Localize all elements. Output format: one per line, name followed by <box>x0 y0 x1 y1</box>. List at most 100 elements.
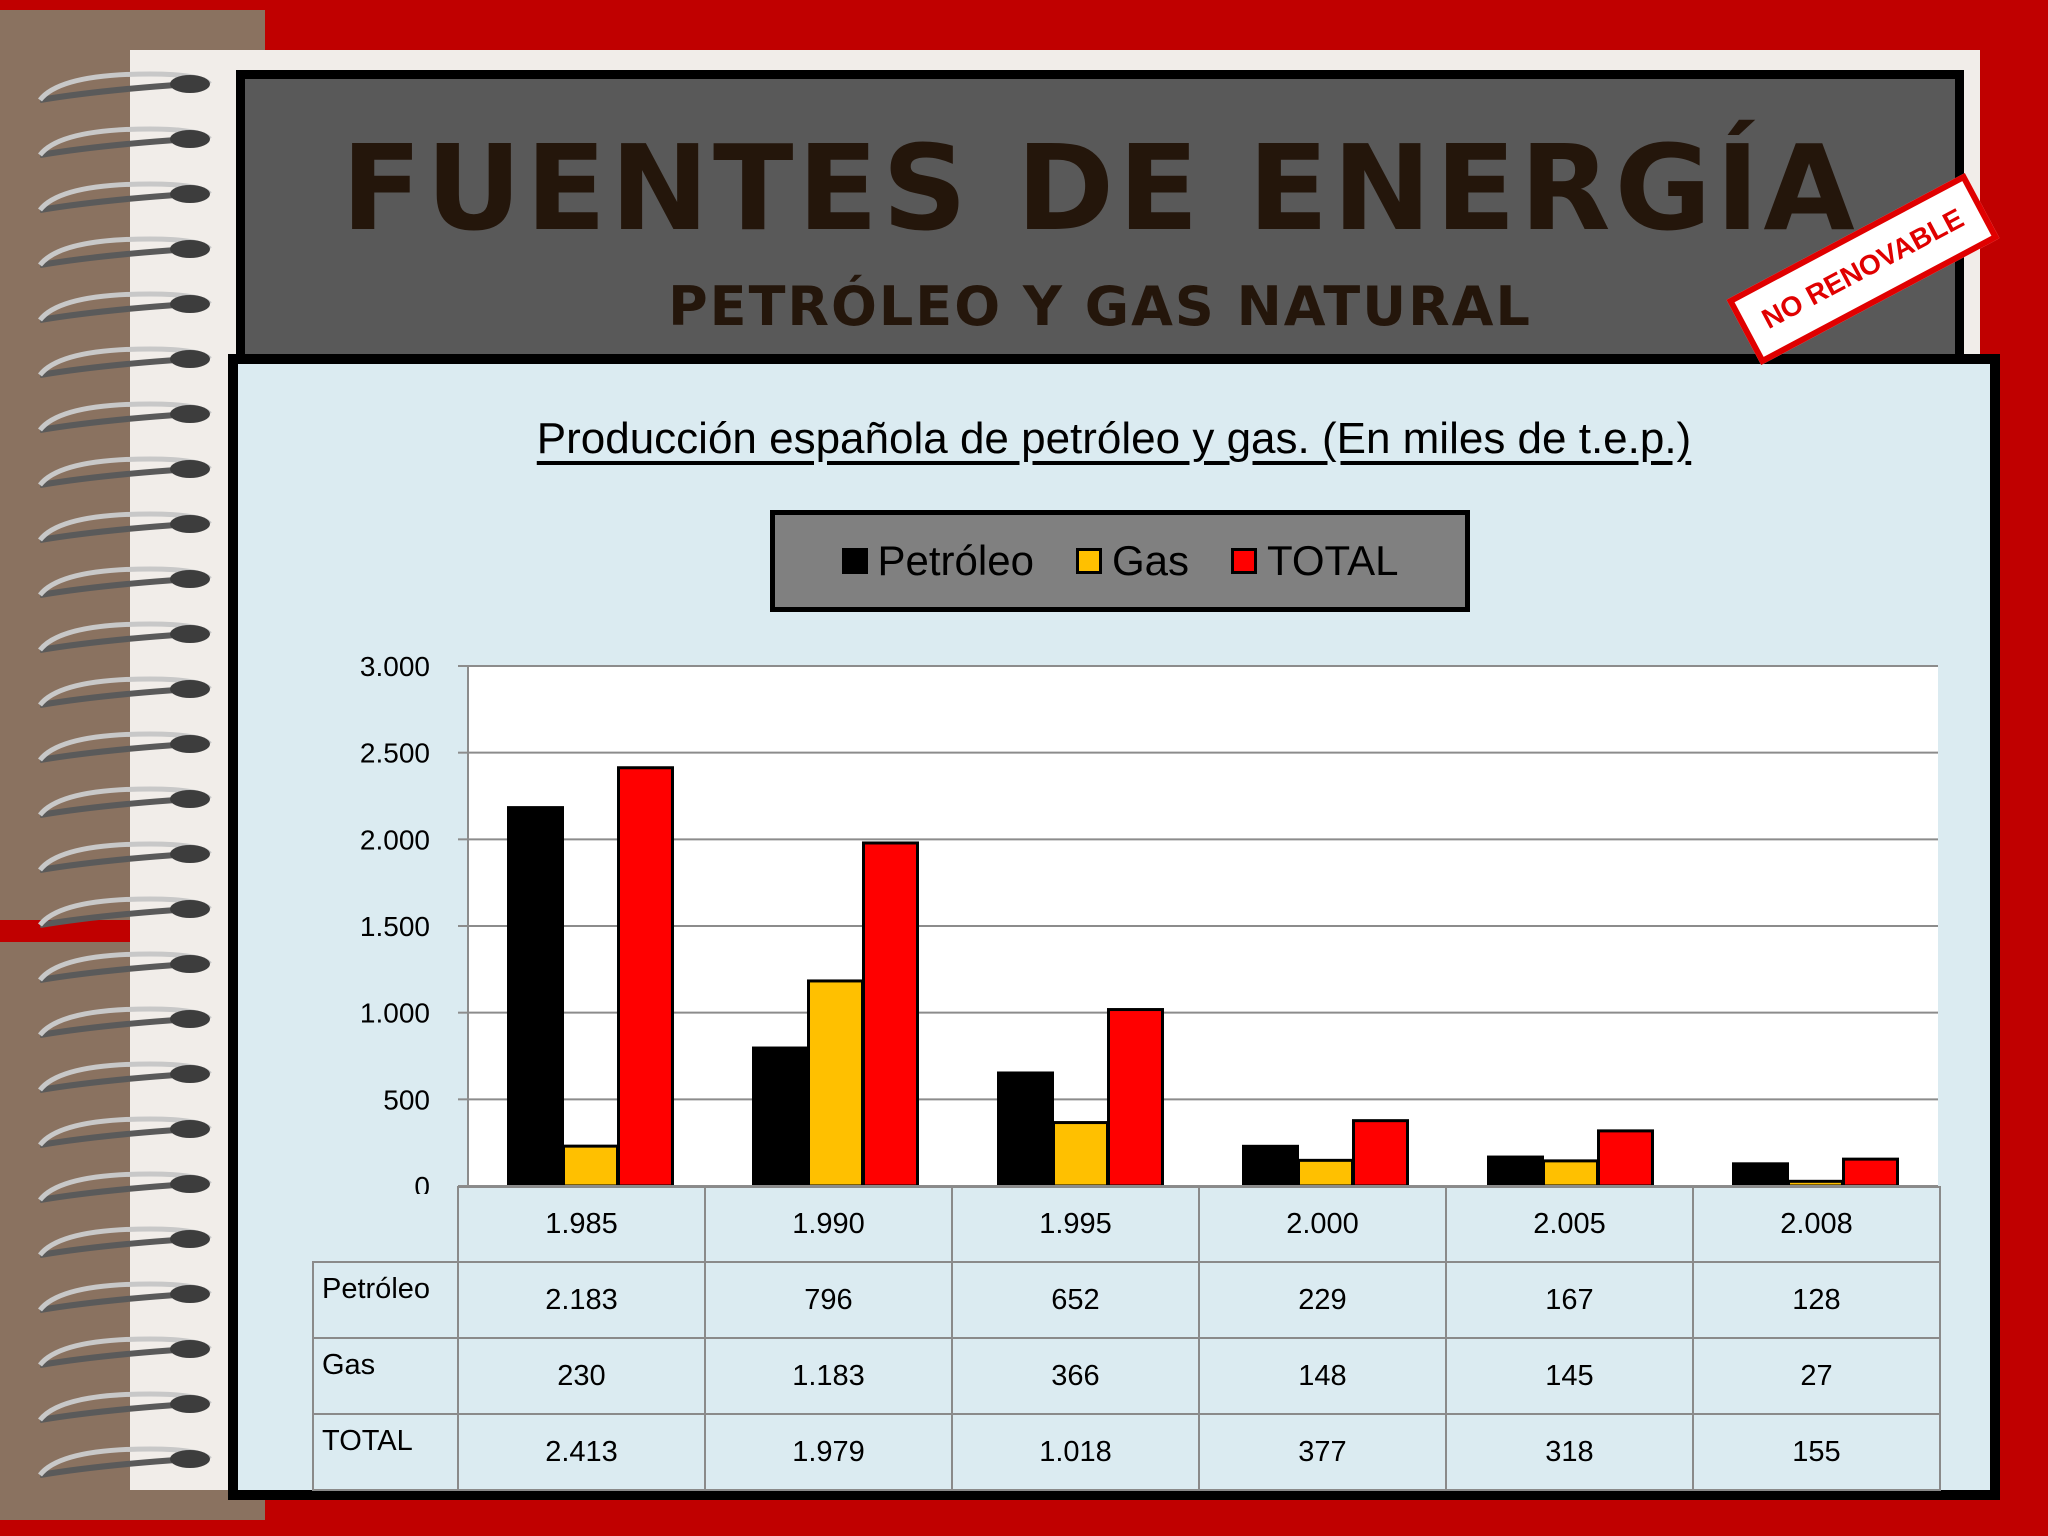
background-stripe <box>0 920 150 942</box>
table-year-1985: 1.985 <box>457 1186 706 1263</box>
spiral-ring <box>38 126 212 158</box>
legend-item-gas: Gas <box>1075 537 1189 585</box>
legend-item-total: TOTAL <box>1230 537 1399 585</box>
spiral-ring <box>38 896 212 928</box>
page-title: FUENTES DE ENERGÍA <box>341 119 1859 257</box>
table-cell: 230 <box>457 1337 706 1415</box>
y-tick-label: 2.500 <box>360 738 430 769</box>
legend-label-gas: Gas <box>1111 537 1189 584</box>
spiral-ring <box>38 731 212 763</box>
bar-gas-1985 <box>562 1144 619 1188</box>
table-year-1990: 1.990 <box>704 1186 953 1263</box>
legend-label-petroleo: Petróleo <box>877 537 1034 584</box>
table-cell: 2.413 <box>457 1413 706 1491</box>
spiral-ring <box>38 676 212 708</box>
spiral-ring <box>38 1336 212 1368</box>
legend-item-petroleo: Petróleo <box>841 537 1034 585</box>
spiral-ring <box>38 1391 212 1423</box>
spiral-ring <box>38 1446 212 1478</box>
table-cell: 145 <box>1445 1337 1694 1415</box>
table-year-2008: 2.008 <box>1692 1186 1941 1263</box>
spiral-ring <box>38 951 212 983</box>
table-cell: 796 <box>704 1261 953 1339</box>
bar-petrleo-2008 <box>1732 1162 1789 1188</box>
spiral-ring <box>38 1116 212 1148</box>
spiral-ring <box>38 1226 212 1258</box>
spiral-binding <box>38 71 212 1478</box>
spiral-ring <box>38 1171 212 1203</box>
spiral-ring <box>38 1061 212 1093</box>
table-cell: 229 <box>1198 1261 1447 1339</box>
spiral-ring <box>38 786 212 818</box>
table-cell: 1.979 <box>704 1413 953 1491</box>
bar-total-1990 <box>862 841 919 1188</box>
chart-data-table: 1.985 1.990 1.995 2.000 2.005 2.008 Petr… <box>312 1186 1941 1491</box>
bar-petrleo-1995 <box>997 1071 1054 1188</box>
spiral-ring <box>38 401 212 433</box>
spiral-ring <box>38 1006 212 1038</box>
spiral-ring <box>38 456 212 488</box>
bar-total-2008 <box>1842 1157 1899 1188</box>
legend-label-total: TOTAL <box>1266 537 1399 584</box>
table-cell: 318 <box>1445 1413 1694 1491</box>
bar-gas-2000 <box>1297 1158 1354 1188</box>
spiral-ring <box>38 291 212 323</box>
spiral-ring <box>38 621 212 653</box>
bar-gas-2005 <box>1542 1159 1599 1188</box>
y-tick-label: 2.000 <box>360 824 430 855</box>
bar-petrleo-1985 <box>507 806 564 1188</box>
table-cell: 652 <box>951 1261 1200 1339</box>
table-row-label: Petróleo <box>312 1261 459 1339</box>
y-tick-label: 1.000 <box>360 998 430 1029</box>
table-row-total: TOTAL 2.413 1.979 1.018 377 318 155 <box>312 1413 1941 1491</box>
chart-panel: Producción española de petróleo y gas. (… <box>228 354 2000 1500</box>
bar-petrleo-2005 <box>1487 1155 1544 1188</box>
spiral-ring <box>38 346 212 378</box>
table-cell: 128 <box>1692 1261 1941 1339</box>
spiral-ring <box>38 181 212 213</box>
bar-total-1995 <box>1107 1008 1164 1188</box>
table-row-petroleo: Petróleo 2.183 796 652 229 167 128 <box>312 1261 1941 1339</box>
table-cell: 1.183 <box>704 1337 953 1415</box>
bar-petrleo-2000 <box>1242 1144 1299 1188</box>
chart-legend: Petróleo Gas TOTAL <box>770 510 1470 612</box>
table-year-2005: 2.005 <box>1445 1186 1694 1263</box>
table-row-label: Gas <box>312 1337 459 1415</box>
legend-swatch-gas <box>1075 548 1102 574</box>
spiral-ring <box>38 236 212 268</box>
bar-total-2005 <box>1597 1129 1654 1188</box>
table-cell: 167 <box>1445 1261 1694 1339</box>
spiral-ring <box>38 1281 212 1313</box>
y-tick-label: 1.500 <box>360 911 430 942</box>
bar-total-1985 <box>617 766 674 1188</box>
bar-petrleo-1990 <box>752 1046 809 1188</box>
spiral-ring <box>38 71 212 103</box>
spiral-ring <box>38 841 212 873</box>
y-tick-label: 500 <box>383 1084 430 1115</box>
table-corner <box>313 1187 459 1263</box>
chart-title: Producción española de petróleo y gas. (… <box>536 414 1692 463</box>
table-row-label: TOTAL <box>312 1413 459 1491</box>
table-cell: 155 <box>1692 1413 1941 1491</box>
spiral-ring <box>38 566 212 598</box>
table-cell: 27 <box>1692 1337 1941 1415</box>
table-cell: 366 <box>951 1337 1200 1415</box>
legend-swatch-petroleo <box>841 548 868 574</box>
table-cell: 377 <box>1198 1413 1447 1491</box>
y-tick-label: 3.000 <box>360 651 430 682</box>
bar-total-2000 <box>1352 1119 1409 1188</box>
table-year-1995: 1.995 <box>951 1186 1200 1263</box>
title-banner: FUENTES DE ENERGÍA PETRÓLEO Y GAS NATURA… <box>236 70 1964 366</box>
legend-swatch-total <box>1230 548 1257 574</box>
page-subtitle: PETRÓLEO Y GAS NATURAL <box>668 275 1532 338</box>
table-cell: 2.183 <box>457 1261 706 1339</box>
table-year-2000: 2.000 <box>1198 1186 1447 1263</box>
table-cell: 148 <box>1198 1337 1447 1415</box>
bar-gas-1995 <box>1052 1121 1109 1188</box>
spiral-ring <box>38 511 212 543</box>
table-row-gas: Gas 230 1.183 366 148 145 27 <box>312 1337 1941 1415</box>
table-header-row: 1.985 1.990 1.995 2.000 2.005 2.008 <box>313 1186 1941 1263</box>
bar-gas-1990 <box>807 979 864 1188</box>
table-cell: 1.018 <box>951 1413 1200 1491</box>
